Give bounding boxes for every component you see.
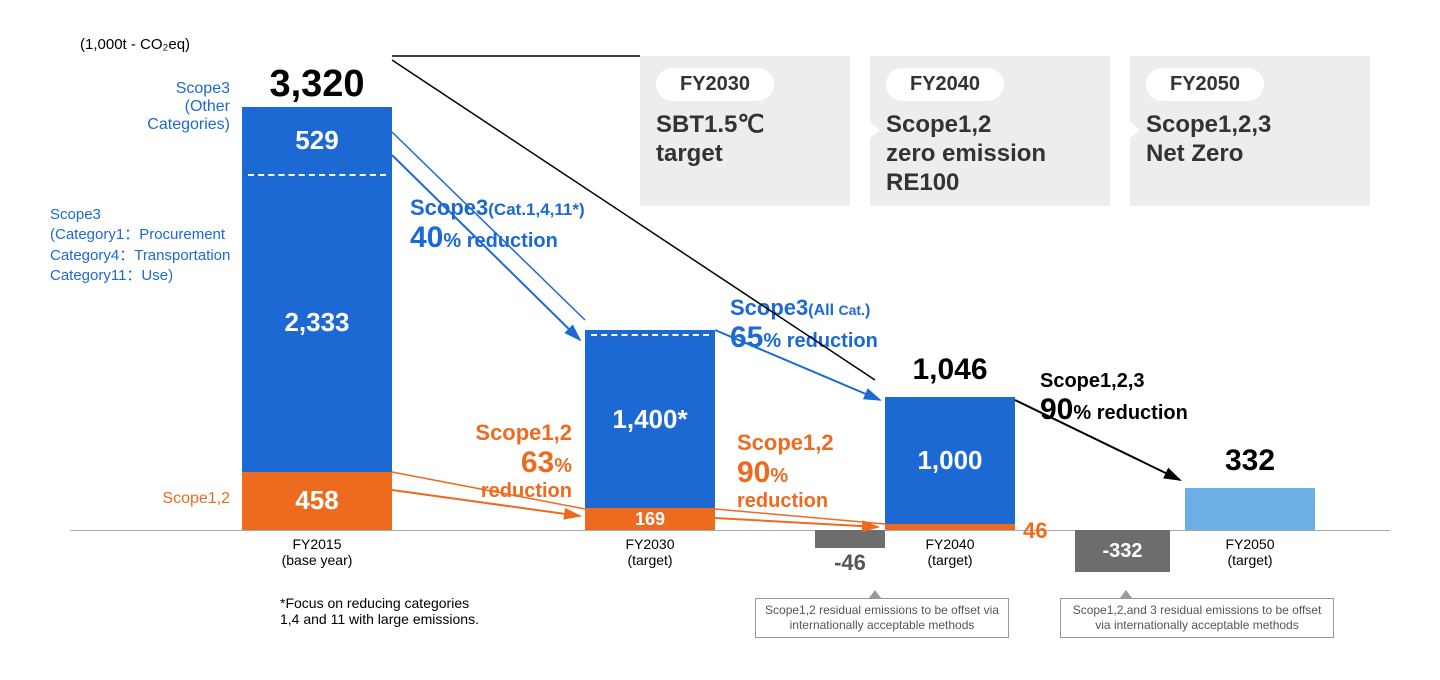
reduction-scope123-90: Scope1,2,3 90% reduction bbox=[1040, 370, 1188, 427]
target-panel-fy2040: FY2040 Scope1,2 zero emission RE100 bbox=[870, 56, 1110, 206]
target-text: Scope1,2,3 Net Zero bbox=[1146, 111, 1354, 169]
offset-note-fy2050: Scope1,2,and 3 residual emissions to be … bbox=[1060, 598, 1334, 638]
reduction-scope3-65: Scope3(All Cat.) 65% reduction bbox=[730, 295, 878, 355]
target-pill: FY2050 bbox=[1146, 68, 1264, 101]
target-panel-fy2030: FY2030 SBT1.5℃ target bbox=[640, 56, 850, 206]
target-pill: FY2030 bbox=[656, 68, 774, 101]
target-pill: FY2040 bbox=[886, 68, 1004, 101]
offset-note-fy2050-pointer bbox=[1120, 590, 1132, 598]
footnote: *Focus on reducing categories 1,4 and 11… bbox=[280, 595, 479, 627]
reduction-scope3-40: Scope3(Cat.1,4,11*) 40% reduction bbox=[410, 195, 585, 255]
target-text: SBT1.5℃ target bbox=[656, 111, 834, 169]
targets-layer: FY2030 SBT1.5℃ target FY2040 Scope1,2 zero … bbox=[0, 0, 1440, 680]
offset-note-fy2040: Scope1,2 residual emissions to be offset… bbox=[755, 598, 1009, 638]
offset-note-fy2040-pointer bbox=[869, 590, 881, 598]
reduction-scope12-63: Scope1,2 63% reduction bbox=[407, 420, 572, 503]
target-text: Scope1,2 zero emission RE100 bbox=[886, 111, 1094, 197]
reduction-scope12-90: Scope1,2 90% reduction bbox=[737, 430, 834, 513]
target-panel-fy2050: FY2050 Scope1,2,3 Net Zero bbox=[1130, 56, 1370, 206]
